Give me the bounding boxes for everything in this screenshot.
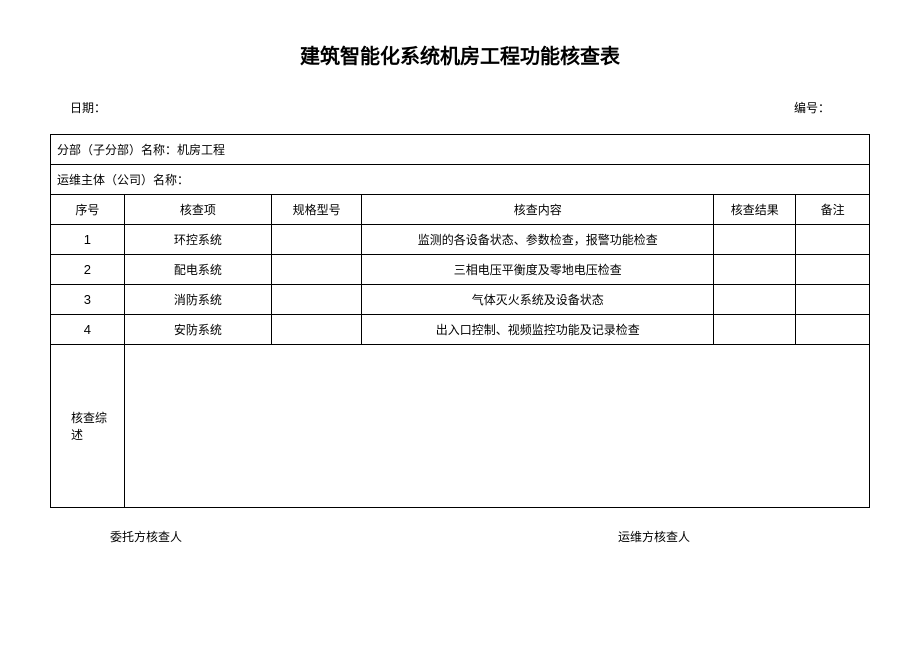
table-row: 4安防系统 出入口控制、视频监控功能及记录检查 bbox=[51, 315, 870, 345]
cell-content: 三相电压平衡度及零地电压检查 bbox=[362, 255, 714, 285]
cell-remark bbox=[796, 315, 870, 345]
cell-result bbox=[714, 225, 796, 255]
meta-row: 日期： 编号： bbox=[50, 99, 870, 116]
table-row: 2配电系统 三相电压平衡度及零地电压检查 bbox=[51, 255, 870, 285]
cell-spec bbox=[272, 225, 362, 255]
cell-seq: 1 bbox=[51, 225, 125, 255]
col-header-seq: 序号 bbox=[51, 195, 125, 225]
page-title: 建筑智能化系统机房工程功能核查表 bbox=[50, 40, 870, 69]
cell-remark bbox=[796, 255, 870, 285]
table-row: 1环控系统 监测的各设备状态、参数检查，报警功能检查 bbox=[51, 225, 870, 255]
col-header-result: 核查结果 bbox=[714, 195, 796, 225]
table-row: 3消防系统 气体灭火系统及设备状态 bbox=[51, 285, 870, 315]
cell-spec bbox=[272, 285, 362, 315]
cell-item: 消防系统 bbox=[124, 285, 271, 315]
cell-item: 配电系统 bbox=[124, 255, 271, 285]
footer-row: 委托方核查人 运维方核查人 bbox=[50, 528, 870, 545]
cell-result bbox=[714, 255, 796, 285]
checklist-table: 分部（子分部）名称：机房工程 运维主体（公司）名称： 序号 核查项 规格型号 核… bbox=[50, 134, 870, 508]
summary-content bbox=[124, 345, 869, 508]
client-checker-label: 委托方核查人 bbox=[110, 528, 182, 545]
section-label: 分部（子分部）名称：机房工程 bbox=[51, 135, 870, 165]
summary-label: 核查综述 bbox=[51, 345, 125, 508]
no-label: 编号： bbox=[794, 99, 850, 116]
cell-result bbox=[714, 285, 796, 315]
cell-remark bbox=[796, 285, 870, 315]
cell-seq: 4 bbox=[51, 315, 125, 345]
col-header-spec: 规格型号 bbox=[272, 195, 362, 225]
col-header-content: 核查内容 bbox=[362, 195, 714, 225]
cell-remark bbox=[796, 225, 870, 255]
cell-result bbox=[714, 315, 796, 345]
date-label: 日期： bbox=[70, 99, 106, 116]
maintainer-row: 运维主体（公司）名称： bbox=[51, 165, 870, 195]
maintainer-label: 运维主体（公司）名称： bbox=[51, 165, 870, 195]
summary-row: 核查综述 bbox=[51, 345, 870, 508]
cell-seq: 3 bbox=[51, 285, 125, 315]
cell-content: 出入口控制、视频监控功能及记录检查 bbox=[362, 315, 714, 345]
cell-spec bbox=[272, 315, 362, 345]
section-row: 分部（子分部）名称：机房工程 bbox=[51, 135, 870, 165]
col-header-item: 核查项 bbox=[124, 195, 271, 225]
cell-content: 监测的各设备状态、参数检查，报警功能检查 bbox=[362, 225, 714, 255]
cell-content: 气体灭火系统及设备状态 bbox=[362, 285, 714, 315]
cell-spec bbox=[272, 255, 362, 285]
cell-item: 环控系统 bbox=[124, 225, 271, 255]
maintainer-checker-label: 运维方核查人 bbox=[618, 528, 810, 545]
header-row: 序号 核查项 规格型号 核查内容 核查结果 备注 bbox=[51, 195, 870, 225]
col-header-remark: 备注 bbox=[796, 195, 870, 225]
cell-seq: 2 bbox=[51, 255, 125, 285]
cell-item: 安防系统 bbox=[124, 315, 271, 345]
